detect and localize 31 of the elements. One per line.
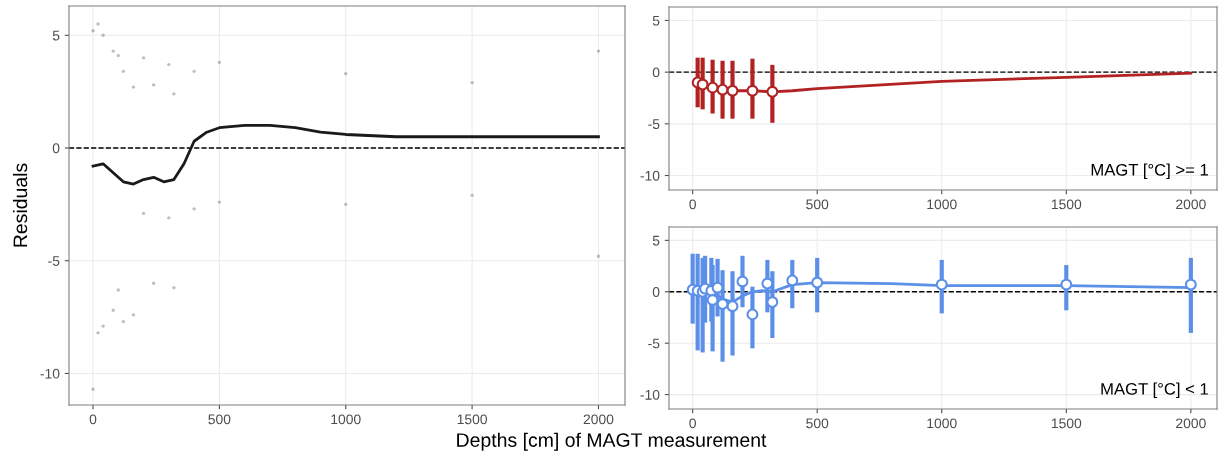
y-tick-label: 5	[652, 235, 660, 246]
x-tick-label: 500	[208, 414, 231, 425]
annotation: MAGT [°C] >= 1	[1091, 163, 1208, 180]
x-tick-label: 1000	[331, 414, 361, 425]
y-tick-label: -5	[48, 256, 60, 266]
y-tick-label: 0	[52, 143, 60, 154]
x-tick-label: 1500	[457, 414, 488, 425]
annotation: MAGT [°C] < 1	[1101, 382, 1208, 399]
y-tick-label: -10	[40, 368, 60, 379]
x-tick-label: 0	[689, 199, 696, 210]
x-axis-title: Depths [cm] of MAGT measurement	[457, 432, 767, 451]
y-tick-label: -10	[640, 389, 660, 400]
y-tick-label: 5	[52, 30, 60, 41]
y-tick-label: -5	[648, 338, 660, 349]
x-tick-label: 1000	[927, 199, 957, 210]
y-tick-label: -10	[640, 170, 660, 181]
x-tick-label: 0	[89, 414, 97, 425]
y-axis-title: Residuals	[12, 163, 28, 247]
x-tick-label: 2000	[1176, 418, 1206, 429]
y-tick-label: -5	[648, 119, 660, 129]
x-tick-label: 2000	[1176, 199, 1206, 210]
y-tick-label: 0	[652, 287, 660, 297]
y-tick-label: 5	[652, 15, 660, 26]
x-tick-label: 1500	[1051, 418, 1082, 429]
x-tick-label: 1000	[927, 418, 957, 429]
x-tick-label: 1500	[1051, 199, 1082, 210]
y-tick-label: 0	[652, 67, 660, 78]
x-tick-label: 500	[806, 418, 829, 429]
x-tick-label: 500	[806, 199, 829, 210]
x-tick-label: 2000	[583, 414, 614, 425]
x-tick-label: 0	[689, 418, 696, 429]
